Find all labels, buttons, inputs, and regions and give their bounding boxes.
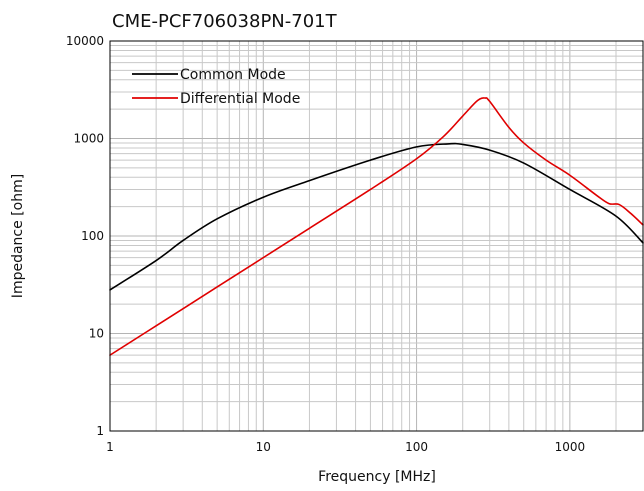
tick-labels: 1 10 100 1000 1 10 100 1000 10000	[66, 34, 585, 454]
legend: Common Mode Differential Mode	[132, 67, 300, 107]
x-tick-label: 1000	[555, 440, 586, 454]
series-line-differential-mode	[109, 97, 644, 356]
legend-label: Common Mode	[180, 67, 286, 83]
y-tick-label: 10	[89, 327, 104, 341]
x-tick-label: 100	[405, 440, 428, 454]
grid	[109, 41, 644, 432]
y-axis-label: Impedance [ohm]	[10, 174, 26, 298]
chart-title: CME-PCF706038PN-701T	[112, 11, 338, 32]
y-tick-label: 1	[96, 424, 104, 438]
y-tick-label: 1000	[73, 132, 104, 146]
plot-frame	[109, 40, 644, 432]
x-tick-label: 10	[256, 440, 271, 454]
series-lines	[109, 97, 644, 356]
x-tick-label: 1	[106, 440, 114, 454]
y-tick-label: 10000	[66, 34, 104, 48]
legend-label: Differential Mode	[180, 91, 300, 107]
series-line-common-mode	[109, 142, 644, 291]
y-tick-label: 100	[81, 229, 104, 243]
x-axis-label: Frequency [MHz]	[318, 469, 436, 485]
